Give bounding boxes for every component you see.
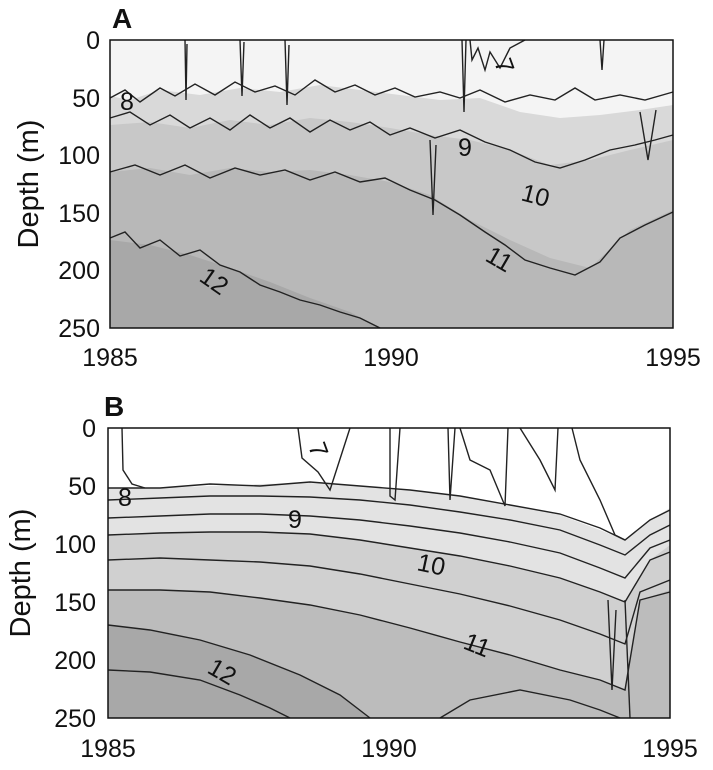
panel-a-ytick-100: 100 bbox=[58, 142, 100, 170]
panel-b-contour-label-9: 9 bbox=[288, 506, 302, 534]
panel-a-letter: A bbox=[112, 3, 132, 34]
panel-b-band-11 bbox=[108, 625, 370, 718]
panel-b-contour-12 bbox=[107, 669, 291, 719]
panel-b-ytick-100: 100 bbox=[54, 531, 96, 559]
panel-a-spike-1 bbox=[184, 39, 188, 101]
panel-a: A Depth (m) 0 50 100 150 200 250 1985 19… bbox=[13, 3, 701, 372]
panel-a-spike-4 bbox=[429, 139, 437, 216]
panel-b-xtick-1995: 1995 bbox=[642, 735, 698, 763]
panel-b-contour-11b bbox=[439, 689, 621, 719]
panel-a-frame bbox=[109, 39, 674, 329]
panel-a-contour-10 bbox=[109, 164, 674, 276]
panel-a-ytick-200: 200 bbox=[58, 257, 100, 285]
panel-b-contour-11 bbox=[107, 624, 371, 719]
panel-a-contour-11 bbox=[109, 231, 381, 329]
panel-a-contour-7 bbox=[469, 39, 526, 73]
panel-a-spike-7 bbox=[639, 109, 657, 161]
panel-b-contour-label-8: 8 bbox=[118, 484, 132, 512]
panel-b-x-ticks: 1985 1990 1995 bbox=[80, 735, 698, 763]
panel-b-contour-10 bbox=[107, 557, 671, 645]
panel-b-contour-9b bbox=[107, 531, 671, 603]
panel-a-xtick-1995: 1995 bbox=[645, 344, 701, 372]
panel-a-contour-label-9: 9 bbox=[458, 134, 472, 162]
panel-a-ylabel: Depth (m) bbox=[13, 120, 45, 249]
panel-b-ytick-50: 50 bbox=[68, 473, 96, 501]
panel-b-ytick-150: 150 bbox=[54, 589, 96, 617]
panel-b-ylabel: Depth (m) bbox=[5, 509, 37, 638]
panel-a-ytick-50: 50 bbox=[72, 85, 100, 113]
panel-b-spike-1 bbox=[121, 427, 146, 489]
panel-a-xtick-1990: 1990 bbox=[363, 344, 419, 372]
panel-a-contour-8 bbox=[109, 79, 674, 103]
panel-a-contour-9 bbox=[109, 111, 674, 169]
panel-b-spike-2 bbox=[297, 427, 351, 492]
panel-b-y-ticks: 0 50 100 150 200 250 bbox=[54, 415, 96, 733]
panel-a-spike-3 bbox=[284, 39, 290, 106]
panel-a-contour-label-8: 8 bbox=[120, 88, 134, 116]
panel-a-ytick-250: 250 bbox=[58, 315, 100, 343]
panel-a-spike-2 bbox=[239, 39, 245, 97]
panel-a-spike-6 bbox=[599, 39, 605, 71]
panel-b-ytick-200: 200 bbox=[54, 647, 96, 675]
panel-b-spike-8 bbox=[607, 599, 617, 691]
panel-b-contour-9 bbox=[107, 513, 671, 579]
panel-b-contour-label-10: 10 bbox=[415, 548, 448, 581]
panel-b-spike-7 bbox=[571, 427, 626, 541]
panel-a-x-ticks: 1985 1990 1995 bbox=[82, 344, 701, 372]
panel-b-ytick-250: 250 bbox=[54, 705, 96, 733]
panel-b-spike-5 bbox=[459, 427, 509, 507]
panel-b-xtick-1985: 1985 bbox=[80, 735, 136, 763]
panel-a-ytick-150: 150 bbox=[58, 200, 100, 228]
panel-b-contour-8b bbox=[107, 495, 671, 556]
panel-b-spike-9 bbox=[624, 599, 631, 719]
panel-b-spike-6 bbox=[519, 427, 559, 493]
panel-b-contour-10b bbox=[108, 589, 671, 691]
panel-b-ytick-0: 0 bbox=[82, 415, 96, 443]
panel-b: B Depth (m) 0 50 100 150 200 250 1985 19… bbox=[5, 391, 698, 763]
panel-a-band-11 bbox=[110, 240, 380, 328]
panel-b-letter: B bbox=[104, 391, 124, 422]
panel-b-xtick-1990: 1990 bbox=[361, 735, 417, 763]
panel-a-y-ticks: 0 50 100 150 200 250 bbox=[58, 27, 100, 343]
panel-a-ytick-0: 0 bbox=[86, 27, 100, 55]
panel-b-spike-4 bbox=[447, 427, 456, 501]
panel-a-spike-5 bbox=[461, 39, 467, 113]
panel-b-frame bbox=[107, 427, 671, 719]
panel-a-xtick-1985: 1985 bbox=[82, 344, 138, 372]
panel-b-spike-3 bbox=[389, 427, 401, 502]
